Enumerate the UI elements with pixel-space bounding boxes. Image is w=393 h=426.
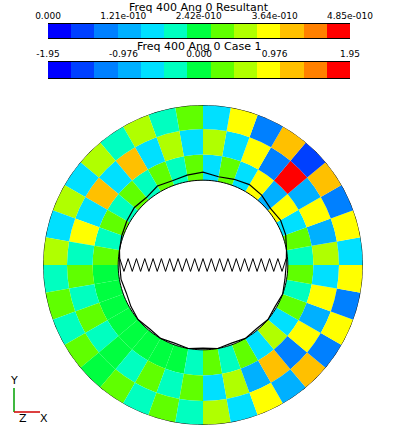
- svg-text:1.21e-010: 1.21e-010: [100, 11, 146, 21]
- svg-text:1.95: 1.95: [340, 49, 360, 59]
- svg-text:Y: Y: [10, 374, 18, 387]
- svg-text:2.42e-010: 2.42e-010: [176, 11, 222, 21]
- svg-text:-0.976: -0.976: [109, 49, 138, 59]
- svg-text:4.85e-010: 4.85e-010: [327, 11, 373, 21]
- svg-text:0.000: 0.000: [186, 49, 212, 59]
- svg-text:3.64e-010: 3.64e-010: [252, 11, 298, 21]
- svg-text:Freq 400 Ang 0 Resultant: Freq 400 Ang 0 Resultant: [129, 1, 269, 14]
- svg-text:X: X: [40, 412, 48, 425]
- svg-text:0.976: 0.976: [262, 49, 288, 59]
- svg-text:-1.95: -1.95: [36, 49, 59, 59]
- svg-text:Freq 400 Ang 0 Case 1: Freq 400 Ang 0 Case 1: [137, 40, 261, 53]
- svg-text:Z: Z: [19, 412, 27, 425]
- svg-text:0.000: 0.000: [35, 11, 61, 21]
